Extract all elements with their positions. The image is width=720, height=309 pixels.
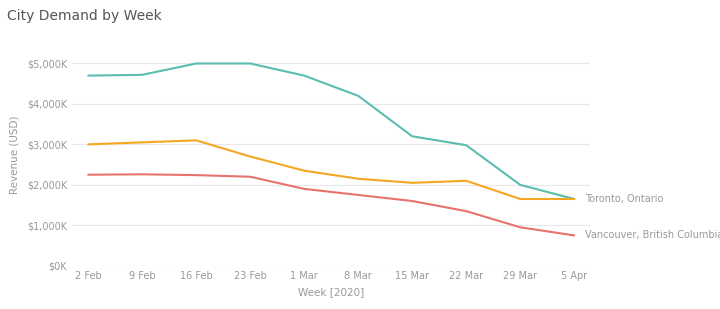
Text: Vancouver, British Columbia: Vancouver, British Columbia <box>585 231 720 240</box>
Y-axis label: Revenue (USD): Revenue (USD) <box>10 115 20 194</box>
Text: City Demand by Week: City Demand by Week <box>7 9 162 23</box>
X-axis label: Week [2020]: Week [2020] <box>298 288 364 298</box>
Text: Toronto, Ontario: Toronto, Ontario <box>585 194 664 204</box>
